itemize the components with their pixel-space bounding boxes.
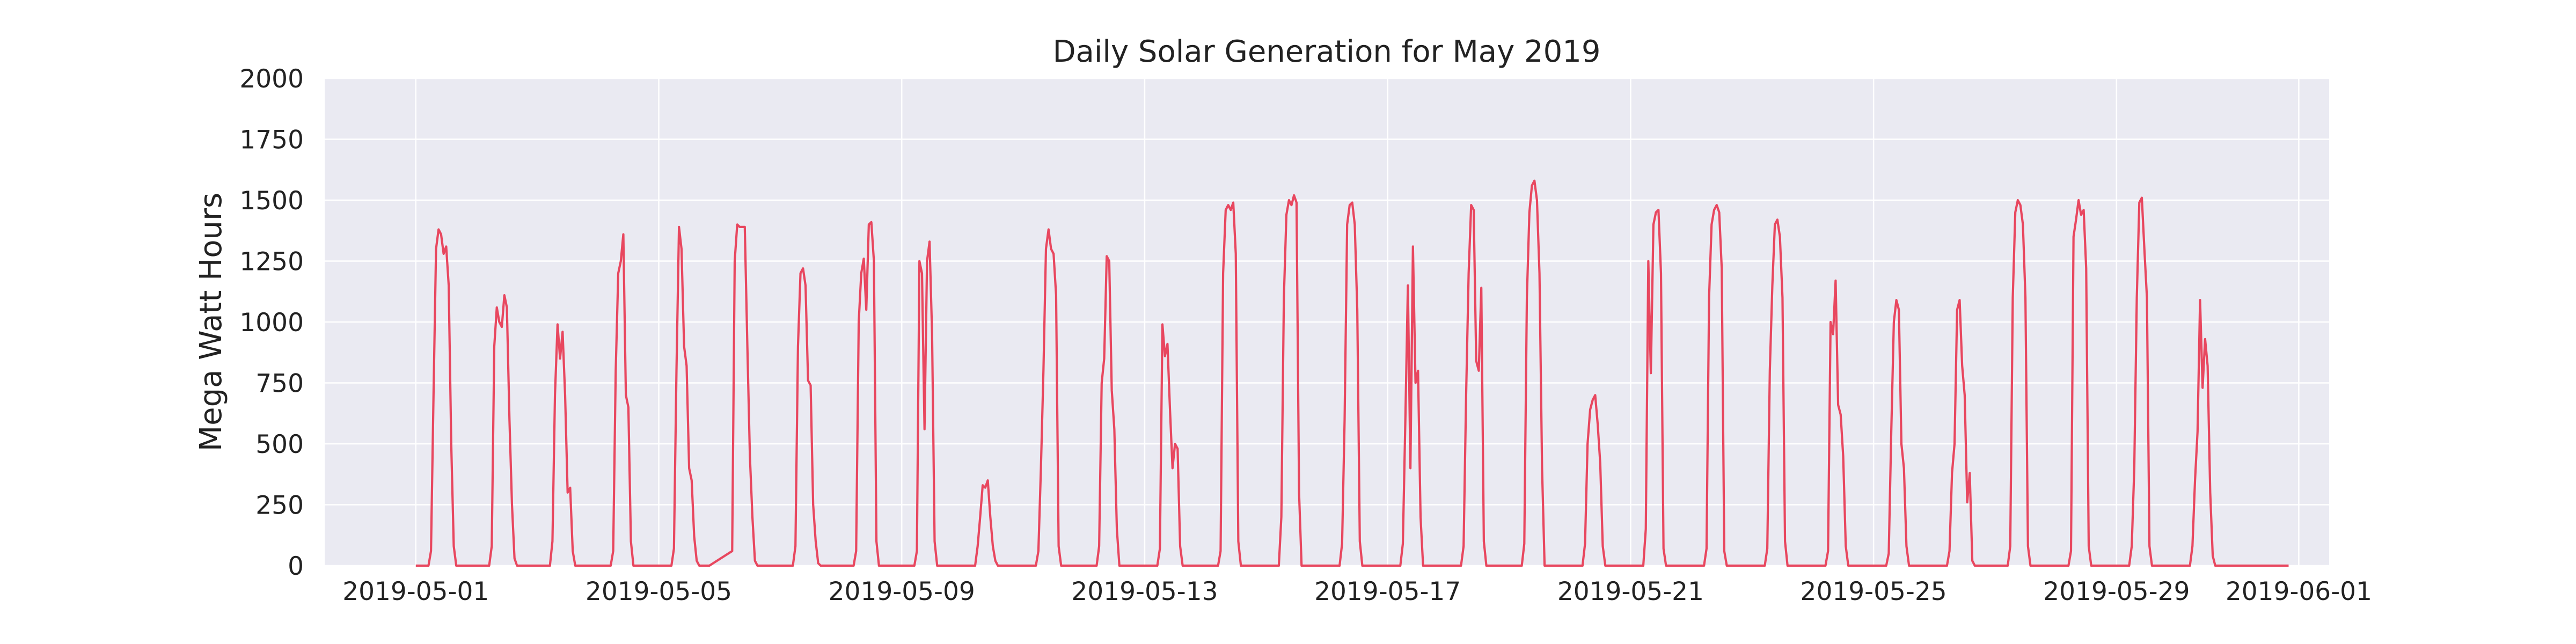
x-tick-label: 2019-05-09 [829, 577, 975, 606]
y-tick-label: 1750 [239, 126, 304, 155]
x-axis-tick-labels: 2019-05-01 2019-05-05 2019-05-09 2019-05-13… [342, 577, 2372, 606]
y-tick-label: 0 [288, 552, 304, 581]
x-tick-label: 2019-05-21 [1557, 577, 1704, 606]
x-tick-label: 2019-05-17 [1314, 577, 1461, 606]
x-tick-label: 2019-05-25 [1801, 577, 1947, 606]
x-tick-label: 2019-05-13 [1071, 577, 1218, 606]
x-tick-label: 2019-06-01 [2226, 577, 2372, 606]
y-tick-label: 2000 [239, 64, 304, 94]
y-tick-label: 250 [255, 491, 304, 521]
y-tick-label: 1250 [239, 247, 304, 277]
chart-title: Daily Solar Generation for May 2019 [1052, 34, 1600, 69]
y-tick-label: 500 [255, 430, 304, 459]
y-axis-label: Mega Watt Hours [194, 193, 229, 451]
y-tick-label: 750 [255, 369, 304, 399]
x-tick-label: 2019-05-05 [586, 577, 732, 606]
x-tick-label: 2019-05-29 [2043, 577, 2190, 606]
x-tick-label: 2019-05-01 [342, 577, 489, 606]
y-tick-label: 1500 [239, 186, 304, 216]
y-axis-tick-labels: 0 250 500 750 1000 1250 1500 1750 2000 [239, 64, 304, 581]
series-line-solar-generation [415, 179, 2289, 567]
y-tick-label: 1000 [239, 308, 304, 338]
